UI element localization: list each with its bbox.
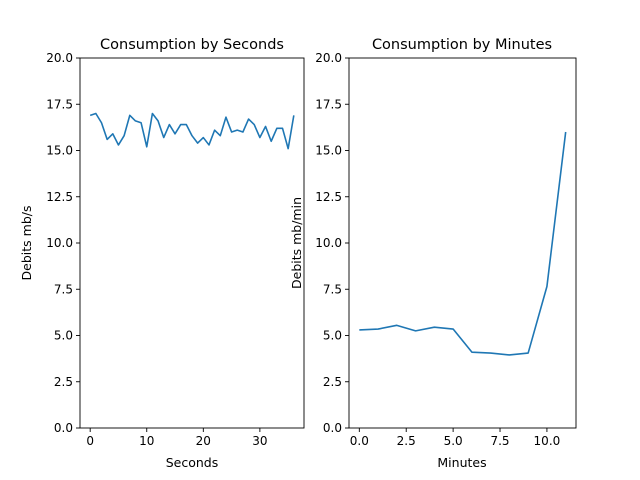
minutes-chart-xlabel: Minutes	[437, 455, 486, 470]
minutes-xtick-label: 2.5	[397, 434, 416, 448]
seconds-series-line	[89, 112, 295, 150]
seconds-xtick-label: 20	[196, 434, 211, 448]
seconds-xtick-label: 30	[252, 434, 267, 448]
minutes-xtick-label: 7.5	[490, 434, 509, 448]
minutes-series-line	[359, 131, 567, 356]
seconds-ytick-label: 10.0	[46, 236, 73, 250]
seconds-ytick-label: 7.5	[54, 282, 73, 296]
minutes-chart-title: Consumption by Minutes	[372, 37, 552, 53]
minutes-chart-ticks: 0.0 2.5 5.0 7.5 10.0 0.0 2.5 5.0 7.5 10.0 12.5 15.0…	[315, 51, 560, 448]
minutes-xtick-label: 10.0	[534, 434, 561, 448]
seconds-ytick-label: 20.0	[46, 51, 73, 65]
seconds-chart-xlabel: Seconds	[166, 455, 219, 470]
seconds-chart-ticks: 0 10 20 30 0.0 2.5 5.0 7.5 10.0 12.5 15.0 17.5 20.0	[46, 51, 267, 448]
minutes-xtick-label: 0.0	[350, 434, 369, 448]
seconds-ytick-label: 15.0	[46, 144, 73, 158]
minutes-ytick-label: 12.5	[315, 190, 342, 204]
seconds-chart-title: Consumption by Seconds	[100, 37, 284, 53]
minutes-ytick-label: 20.0	[315, 51, 342, 65]
minutes-chart-frame	[348, 57, 577, 429]
minutes-xtick-label: 5.0	[444, 434, 463, 448]
minutes-ytick-label: 2.5	[323, 375, 342, 389]
seconds-xtick-label: 10	[139, 434, 154, 448]
seconds-ytick-label: 5.0	[54, 329, 73, 343]
minutes-ytick-label: 0.0	[323, 421, 342, 435]
minutes-ytick-label: 10.0	[315, 236, 342, 250]
minutes-chart-ylabel: Debits mb/min	[289, 197, 304, 289]
minutes-ytick-label: 17.5	[315, 97, 342, 111]
seconds-chart: Consumption by Seconds Seconds Debits mb…	[19, 37, 305, 470]
seconds-ytick-label: 12.5	[46, 190, 73, 204]
seconds-chart-ylabel: Debits mb/s	[19, 206, 34, 281]
minutes-ytick-label: 15.0	[315, 144, 342, 158]
seconds-ytick-label: 17.5	[46, 97, 73, 111]
minutes-ytick-label: 5.0	[323, 329, 342, 343]
seconds-ytick-label: 0.0	[54, 421, 73, 435]
minutes-chart: Consumption by Minutes Minutes Debits mb…	[289, 37, 577, 470]
seconds-xtick-label: 0	[86, 434, 94, 448]
minutes-ytick-label: 7.5	[323, 282, 342, 296]
seconds-ytick-label: 2.5	[54, 375, 73, 389]
seconds-chart-frame	[79, 57, 305, 429]
